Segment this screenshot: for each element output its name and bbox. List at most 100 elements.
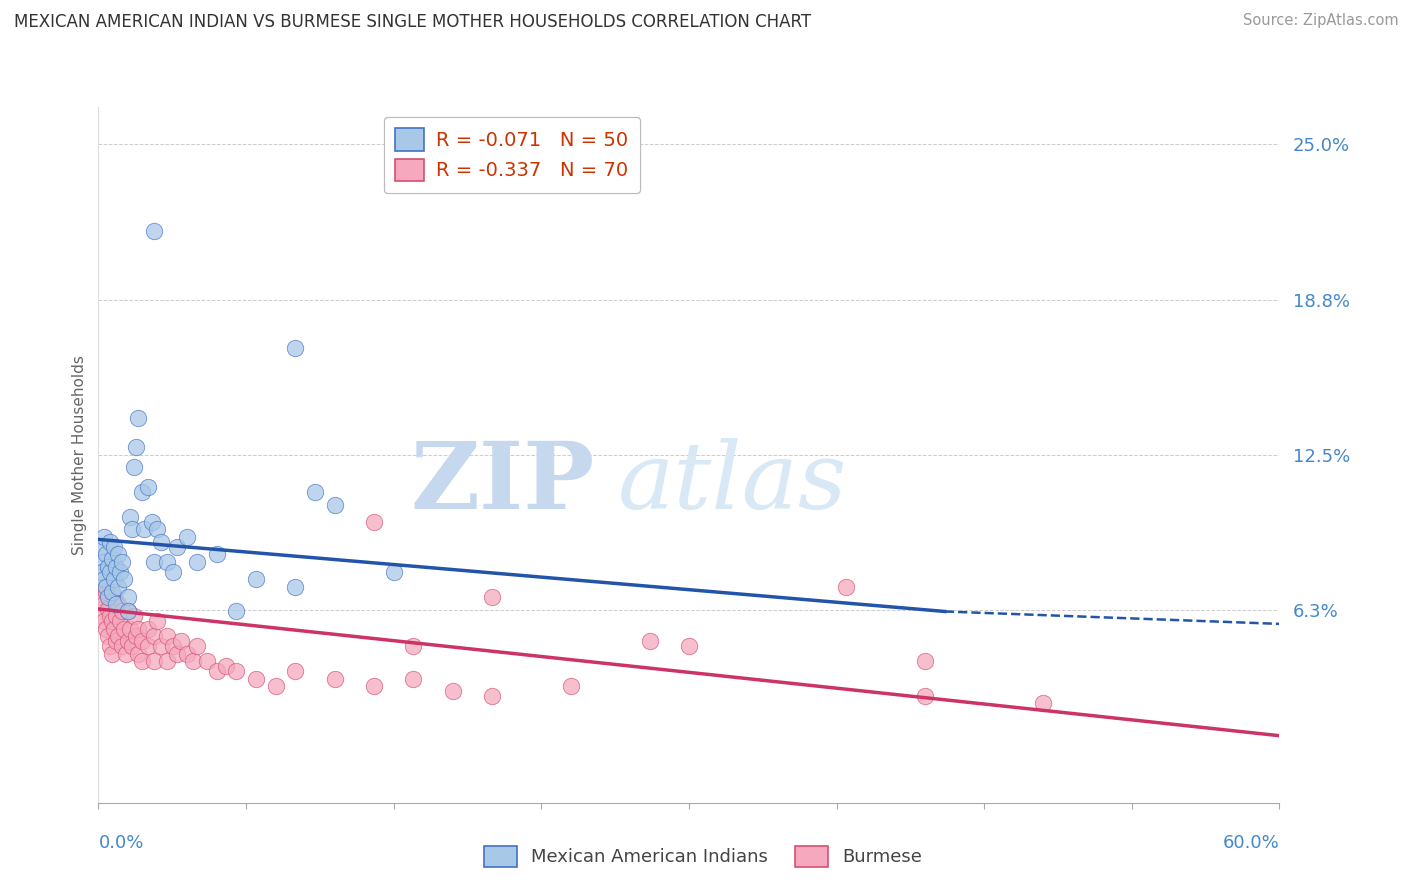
Point <box>93 572 115 586</box>
Point <box>914 654 936 668</box>
Point <box>105 597 128 611</box>
Point <box>323 672 346 686</box>
Point <box>103 622 125 636</box>
Point <box>363 679 385 693</box>
Point <box>96 584 118 599</box>
Point <box>402 672 425 686</box>
Point <box>112 572 135 586</box>
Point <box>107 597 129 611</box>
Point <box>98 609 121 624</box>
Point <box>176 647 198 661</box>
Point <box>101 584 124 599</box>
Point <box>89 540 111 554</box>
Point <box>97 602 120 616</box>
Point <box>136 622 159 636</box>
Point <box>215 659 238 673</box>
Point <box>112 622 135 636</box>
Point <box>97 559 120 574</box>
Point <box>98 639 121 653</box>
Point <box>205 547 228 561</box>
Point <box>93 615 115 629</box>
Point <box>150 639 173 653</box>
Point <box>186 639 208 653</box>
Point <box>97 629 120 643</box>
Point <box>132 523 155 537</box>
Point <box>150 534 173 549</box>
Point <box>225 605 247 619</box>
Point <box>107 580 129 594</box>
Point <box>103 572 125 586</box>
Text: 0.0%: 0.0% <box>98 834 143 852</box>
Point <box>117 605 139 619</box>
Point <box>142 629 165 643</box>
Point <box>101 647 124 661</box>
Point <box>166 647 188 661</box>
Point <box>142 224 165 238</box>
Point <box>107 629 129 643</box>
Point <box>91 609 114 624</box>
Point <box>118 510 141 524</box>
Point <box>122 460 145 475</box>
Point <box>142 654 165 668</box>
Point <box>117 605 139 619</box>
Point <box>93 597 115 611</box>
Point <box>170 634 193 648</box>
Point <box>105 609 128 624</box>
Point <box>101 552 124 566</box>
Point <box>1032 697 1054 711</box>
Point <box>481 689 503 703</box>
Point <box>107 547 129 561</box>
Point <box>136 480 159 494</box>
Point <box>91 555 114 569</box>
Point <box>156 654 179 668</box>
Point <box>402 639 425 653</box>
Point <box>284 664 307 678</box>
Point <box>108 615 131 629</box>
Point <box>121 639 143 653</box>
Point <box>96 580 118 594</box>
Point <box>245 572 267 586</box>
Point <box>195 654 218 668</box>
Point <box>835 580 858 594</box>
Point <box>105 634 128 648</box>
Point <box>560 679 582 693</box>
Point <box>142 555 165 569</box>
Point <box>146 615 169 629</box>
Text: ZIP: ZIP <box>411 438 595 528</box>
Point <box>304 485 326 500</box>
Point <box>93 530 115 544</box>
Point <box>111 605 134 619</box>
Point <box>678 639 700 653</box>
Point <box>245 672 267 686</box>
Point <box>131 634 153 648</box>
Point <box>115 647 138 661</box>
Point <box>146 523 169 537</box>
Point <box>89 580 111 594</box>
Point <box>914 689 936 703</box>
Point <box>103 540 125 554</box>
Point <box>176 530 198 544</box>
Point <box>156 629 179 643</box>
Text: MEXICAN AMERICAN INDIAN VS BURMESE SINGLE MOTHER HOUSEHOLDS CORRELATION CHART: MEXICAN AMERICAN INDIAN VS BURMESE SINGL… <box>14 13 811 31</box>
Point <box>125 441 148 455</box>
Point <box>162 639 184 653</box>
Point <box>131 485 153 500</box>
Point <box>638 634 661 648</box>
Point <box>127 410 149 425</box>
Point <box>97 590 120 604</box>
Point <box>117 590 139 604</box>
Point <box>121 523 143 537</box>
Point <box>91 590 114 604</box>
Point <box>284 341 307 355</box>
Point <box>323 498 346 512</box>
Text: atlas: atlas <box>619 438 848 528</box>
Point <box>125 629 148 643</box>
Point <box>141 515 163 529</box>
Point <box>103 590 125 604</box>
Point <box>127 647 149 661</box>
Point <box>101 615 124 629</box>
Point <box>162 565 184 579</box>
Point <box>481 590 503 604</box>
Point <box>136 639 159 653</box>
Point <box>166 540 188 554</box>
